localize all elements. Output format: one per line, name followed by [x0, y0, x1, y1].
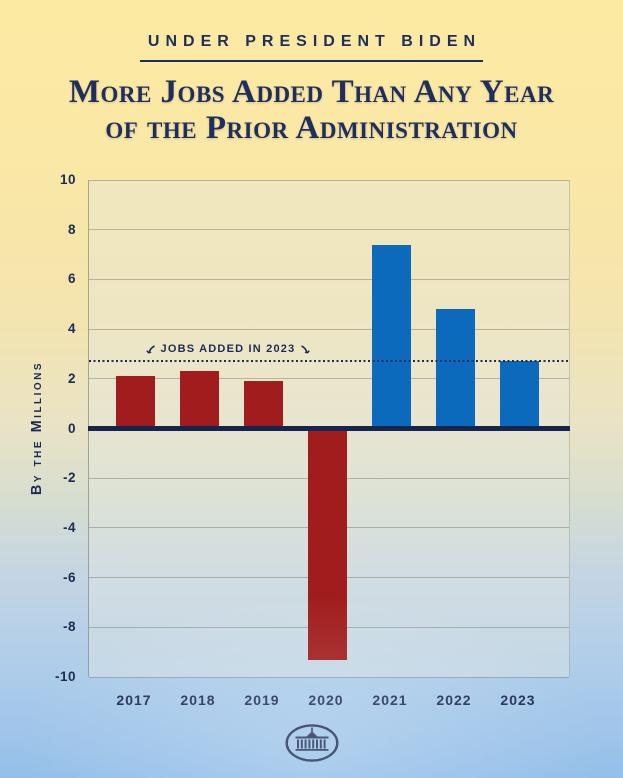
- y-tick-8: 8: [67, 221, 76, 237]
- x-tick-2020: 2020: [308, 692, 344, 708]
- gridline-4: [89, 328, 569, 330]
- reference-line-label: JOBS ADDED IN 2023: [160, 343, 296, 356]
- page-title-line-1: More Jobs Added Than Any Year: [68, 74, 555, 110]
- bar-2022: [435, 309, 475, 429]
- page-title-line-2: of the Prior Administration: [105, 109, 518, 146]
- x-tick-2019: 2019: [244, 692, 280, 708]
- curved-arrow-right-icon: [301, 345, 310, 355]
- gridline-10: [89, 179, 569, 181]
- bar-2017: [115, 376, 155, 429]
- white-house-building-icon: [295, 727, 329, 751]
- gridline-8: [89, 229, 569, 231]
- y-tick-2: 2: [67, 370, 76, 386]
- bar-2020: [307, 428, 347, 660]
- y-tick--8: -8: [62, 619, 76, 635]
- bar-2019: [243, 381, 283, 429]
- bar-2021: [371, 244, 411, 429]
- gridline-2: [89, 378, 569, 380]
- x-tick-2022: 2022: [436, 692, 472, 708]
- bar-2023: [499, 361, 539, 429]
- y-tick--10: -10: [54, 669, 76, 684]
- gridline-6: [89, 278, 569, 280]
- reference-dotted-line: [89, 360, 569, 363]
- x-tick-2017: 2017: [116, 692, 152, 708]
- bar-2018: [179, 371, 219, 429]
- y-tick--6: -6: [62, 569, 76, 585]
- y-tick-6: 6: [67, 271, 76, 287]
- page-title: More Jobs Added Than Any Year of the Pri…: [10, 74, 613, 147]
- white-house-logo: [285, 724, 339, 762]
- header: UNDER PRESIDENT BIDEN More Jobs Added Th…: [0, 0, 623, 147]
- x-tick-2021: 2021: [372, 692, 408, 708]
- x-tick-2023: 2023: [500, 692, 536, 708]
- bar-chart-plot-area: JOBS ADDED IN 2023: [88, 179, 570, 678]
- zero-axis-line: [88, 426, 570, 431]
- curved-arrow-left-icon: [146, 345, 155, 355]
- gridline--10: [89, 676, 569, 678]
- y-tick--4: -4: [62, 519, 76, 535]
- x-tick-2018: 2018: [180, 692, 216, 708]
- reference-line-annotation: JOBS ADDED IN 2023: [145, 344, 312, 355]
- y-tick-4: 4: [67, 321, 76, 337]
- y-tick-10: 10: [59, 172, 76, 187]
- y-tick--2: -2: [62, 470, 76, 486]
- y-tick-0: 0: [67, 420, 76, 436]
- eyebrow-heading: UNDER PRESIDENT BIDEN: [139, 33, 484, 62]
